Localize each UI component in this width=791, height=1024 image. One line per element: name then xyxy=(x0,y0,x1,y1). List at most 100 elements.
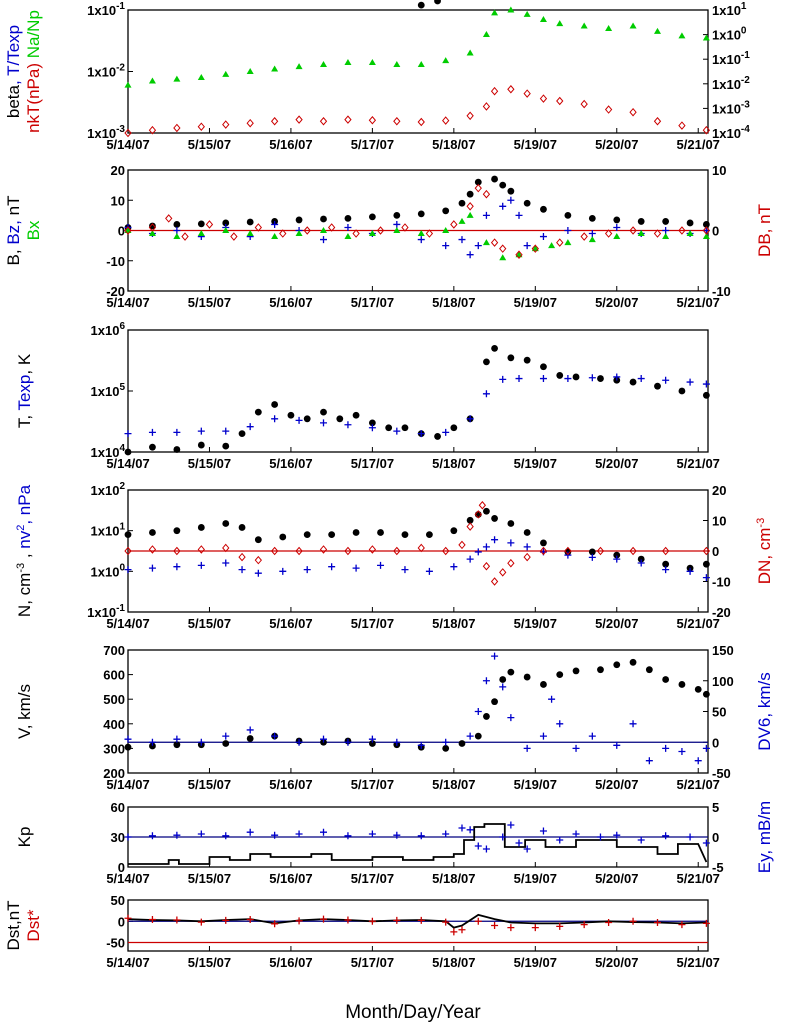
point-p2-Bx-21 xyxy=(564,239,572,246)
point-p5-V-14 xyxy=(458,740,466,747)
point-p5-V-5 xyxy=(246,735,254,742)
x-tick-label-p1-2: 5/16/07 xyxy=(269,137,312,152)
point-p2-B-3 xyxy=(197,220,205,228)
point-p1-Na/Np-24 xyxy=(653,27,661,34)
right-tick-label-p1-2: 1x10-2 xyxy=(712,75,750,92)
point-p2-Bx-17 xyxy=(499,254,507,261)
x-tick-label-p5-7: 5/21/07 xyxy=(677,777,720,792)
x-tick-label-p4-5: 5/19/07 xyxy=(514,616,557,631)
point-p6-Ey-26 xyxy=(613,831,621,839)
point-p4-nv2-12 xyxy=(401,566,409,574)
series-p2-B xyxy=(124,175,710,231)
y-label-left-p7-part-0: Dst,nT xyxy=(4,900,23,950)
point-p1-Na/Np-19 xyxy=(539,16,547,23)
point-p2-B-14 xyxy=(458,199,466,207)
right-tick-label-p5-1: 0 xyxy=(712,735,719,750)
left-tick-label-p5-0: 200 xyxy=(103,766,125,781)
y-label-left2-p1: nkT(nPa) Na/Np xyxy=(24,10,43,133)
point-p4-DN-7 xyxy=(270,546,279,556)
x-tick-label-p4-0: 5/14/07 xyxy=(106,616,149,631)
point-p4-nv2-4 xyxy=(222,559,230,567)
point-p1-nkT-6 xyxy=(270,116,279,126)
point-p3-T-14 xyxy=(385,424,393,432)
y-label-left-p4-part-2: , xyxy=(15,549,34,563)
point-p4-DN-0 xyxy=(124,546,132,556)
point-p2-Bz-18 xyxy=(499,202,507,210)
point-p5-DV6-13 xyxy=(442,738,450,746)
point-p2-DB-20 xyxy=(515,250,523,259)
point-p2-B-11 xyxy=(393,211,401,219)
point-p4-N-13 xyxy=(426,531,433,539)
point-p3-T-9 xyxy=(303,415,311,423)
point-p3-Texp-17 xyxy=(515,375,523,383)
left-tick-label-p4-1: 1x100 xyxy=(91,562,126,579)
point-p7-Dst*-8 xyxy=(320,915,328,923)
y-label-left2-p7-part-0: Dst* xyxy=(24,909,43,942)
point-p4-N-10 xyxy=(352,529,360,536)
point-p1-Na/Np-12 xyxy=(417,60,425,67)
y-label-left-p1-part-1: , T/Texp xyxy=(4,25,23,85)
right-tick-label-p1-0: 1x10-4 xyxy=(712,124,750,141)
point-p2-Bz-25 xyxy=(613,223,621,231)
x-tick-label-p4-7: 5/21/07 xyxy=(677,616,720,631)
x-tick-label-p2-2: 5/16/07 xyxy=(269,295,312,310)
point-p4-nv2-3 xyxy=(197,561,205,569)
point-p6-Ey-16 xyxy=(474,842,482,850)
point-p3-Texp-24 xyxy=(686,378,694,386)
point-p4-nv2-0 xyxy=(124,566,132,574)
y-label-right-p4: DN, cm-3 xyxy=(755,518,774,584)
point-p4-nv2-15 xyxy=(466,555,474,563)
point-p3-T-6 xyxy=(254,408,262,416)
y-label-left-p2-part-1: Bz, xyxy=(4,215,23,244)
point-p1-nkT-1 xyxy=(148,125,157,135)
point-p5-DV6-6 xyxy=(271,732,279,740)
point-p2-Bz-21 xyxy=(523,242,531,250)
x-tick-label-p3-4: 5/18/07 xyxy=(432,456,475,471)
point-p1-nkT-24 xyxy=(653,116,662,126)
point-p2-DB-11 xyxy=(376,226,385,235)
point-p2-DB-2 xyxy=(165,214,173,223)
series-p2-Bz xyxy=(124,196,710,259)
series-p3-Texp xyxy=(124,373,710,438)
point-p5-DV6-14 xyxy=(466,732,474,740)
x-tick-label-p6-3: 5/17/07 xyxy=(351,871,394,886)
point-p1-nkT-23 xyxy=(629,107,637,117)
point-p4-N-24 xyxy=(613,551,621,559)
point-p4-N-14 xyxy=(450,527,458,535)
point-p2-Bz-13 xyxy=(442,242,450,250)
point-p1-nkT-9 xyxy=(344,115,352,124)
right-tick-label-p1-4: 1x100 xyxy=(712,26,747,43)
point-p2-DB-26 xyxy=(653,229,662,238)
point-p5-V-1 xyxy=(149,742,156,750)
point-p5-DV6-29 xyxy=(662,744,670,752)
y-label-left-p7: Dst,nT xyxy=(4,900,23,950)
point-p4-N-7 xyxy=(279,533,287,541)
point-p3-Texp-4 xyxy=(222,427,230,435)
point-p5-V-23 xyxy=(572,667,580,675)
point-p3-Texp-9 xyxy=(344,421,352,429)
y-label-left-p2: B, Bz, nT xyxy=(4,196,23,266)
point-p5-DV6-12 xyxy=(417,741,425,749)
point-p2-Bx-9 xyxy=(344,233,352,240)
point-p5-V-24 xyxy=(597,666,604,674)
x-tick-label-p6-1: 5/15/07 xyxy=(188,871,231,886)
x-tick-label-p2-0: 5/14/07 xyxy=(106,295,149,310)
point-p2-DB-18 xyxy=(490,238,499,247)
point-p1-Na/Np-0 xyxy=(124,81,132,88)
point-p2-Bz-11 xyxy=(393,220,401,228)
point-p4-N-19 xyxy=(507,520,515,527)
x-tick-label-p2-1: 5/15/07 xyxy=(188,295,231,310)
series-p7-Dst* xyxy=(124,914,710,936)
point-p2-Bx-5 xyxy=(246,230,254,237)
left-tick-label-p7-1: 0 xyxy=(118,914,125,929)
point-p2-Bx-20 xyxy=(548,242,556,249)
point-p1-Na/Np-13 xyxy=(442,57,450,64)
point-p2-B-27 xyxy=(686,219,694,227)
x-tick-label-p3-7: 5/21/07 xyxy=(677,456,720,471)
point-p5-DV6-0 xyxy=(124,735,132,743)
point-p7-Dst*-15 xyxy=(458,926,466,934)
point-p4-nv2-16 xyxy=(474,548,482,556)
point-p4-DN-20 xyxy=(490,577,499,586)
point-p6-Ey-25 xyxy=(596,833,604,841)
point-p3-Texp-7 xyxy=(295,416,303,424)
